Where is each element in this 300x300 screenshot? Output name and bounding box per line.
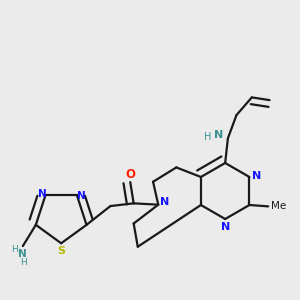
Text: H: H — [11, 245, 18, 254]
Text: S: S — [57, 246, 65, 256]
Text: Me: Me — [271, 201, 286, 212]
Text: N: N — [18, 249, 26, 259]
Text: N: N — [252, 171, 261, 181]
Text: H: H — [20, 258, 27, 267]
Text: N: N — [38, 189, 47, 199]
Text: O: O — [125, 168, 135, 181]
Text: N: N — [221, 221, 230, 232]
Text: H: H — [204, 132, 212, 142]
Text: N: N — [160, 197, 169, 207]
Text: N: N — [76, 191, 85, 201]
Text: N: N — [214, 130, 223, 140]
